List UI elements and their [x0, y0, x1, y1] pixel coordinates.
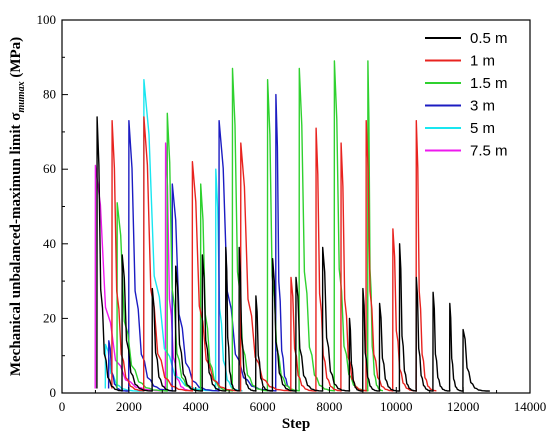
x-tick-label: 0: [59, 399, 66, 414]
series-line-3-m: [107, 93, 297, 392]
x-tick-label: 12000: [447, 399, 480, 414]
y-tick-label: 0: [50, 385, 57, 400]
legend-label: 0.5 m: [470, 30, 508, 47]
y-tick-label: 20: [43, 310, 56, 325]
series-layer: [94, 60, 490, 392]
y-axis-title-unit: (MPa): [8, 37, 24, 82]
y-axis-title: Mechanical unbalanced-maximun limit σmum…: [8, 37, 27, 376]
y-tick-label: 40: [43, 236, 56, 251]
y-tick-label: 60: [43, 161, 56, 176]
y-axis-title-subscript: mumax: [16, 81, 27, 112]
tick-labels: 0 2000 4000 6000 8000 10000 12000 14000 0 20 40 60 8…: [37, 12, 547, 414]
x-tick-label: 10000: [380, 399, 413, 414]
x-tick-label: 4000: [183, 399, 209, 414]
x-tick-label: 14000: [514, 399, 547, 414]
legend-label: 3 m: [470, 98, 495, 115]
series-line-0-5-m: [96, 116, 490, 392]
legend-label: 1 m: [470, 53, 495, 70]
legend-label: 7.5 m: [470, 143, 508, 160]
series-line-1-m: [111, 116, 437, 392]
x-tick-label: 8000: [316, 399, 342, 414]
legend: 0.5 m 1 m 1.5 m 3 m 5 m 7.5 m: [425, 30, 508, 160]
series-line-5-m: [104, 79, 243, 392]
legend-label: 5 m: [470, 120, 495, 137]
legend-label: 1.5 m: [470, 75, 508, 92]
plot-frame: [61, 19, 531, 394]
x-tick-label: 2000: [116, 399, 142, 414]
y-tick-label: 100: [37, 12, 57, 27]
x-axis-title: Step: [282, 416, 310, 432]
y-axis-title-main: Mechanical unbalanced-maximun limit σ: [8, 112, 24, 376]
y-tick-label: 80: [43, 87, 56, 102]
x-tick-label: 6000: [250, 399, 276, 414]
